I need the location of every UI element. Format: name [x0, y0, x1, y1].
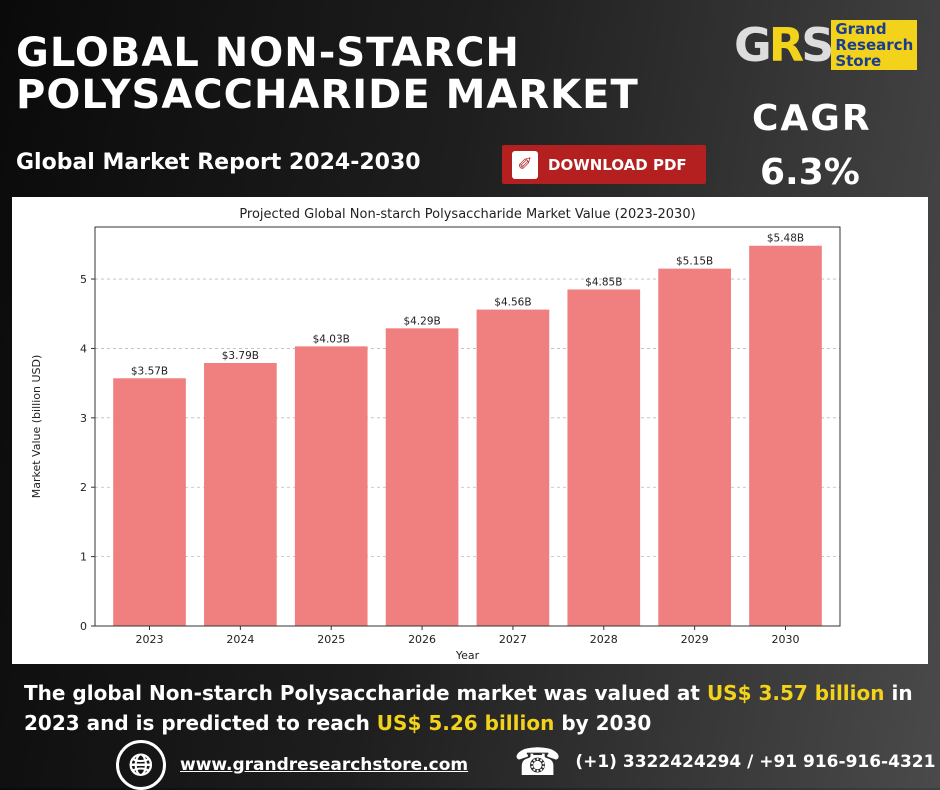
bar	[567, 289, 641, 626]
logo-text: Grand Research Store	[831, 20, 918, 70]
data-label: $4.29B	[403, 315, 440, 327]
cagr-label: CAGR	[752, 98, 872, 139]
logo-line: Research	[835, 36, 914, 54]
page-title: GLOBAL NON-STARCH POLYSACCHARIDE MARKET	[16, 32, 639, 116]
y-tick-label: 0	[80, 620, 87, 633]
y-axis-label: Market Value (billion USD)	[30, 355, 43, 499]
summary-highlight: US$ 5.26 billion	[376, 711, 555, 735]
data-label: $4.56B	[494, 297, 531, 309]
website-link[interactable]: www.grandresearchstore.com	[180, 755, 469, 775]
globe-icon: 🌐︎	[116, 740, 166, 790]
y-tick-label: 3	[80, 412, 87, 425]
phone-contact: ☎︎ (+1) 3322424294 / +91 916-916-4321	[514, 740, 935, 784]
plot-frame	[94, 226, 841, 627]
download-pdf-button[interactable]: ✐ DOWNLOAD PDF	[502, 145, 706, 184]
bar	[476, 309, 550, 626]
data-label: $3.79B	[222, 350, 259, 362]
summary-highlight: US$ 3.57 billion	[706, 681, 885, 705]
phone-icon: ☎︎	[514, 740, 562, 784]
title-line-2: POLYSACCHARIDE MARKET	[16, 72, 639, 118]
website-contact: 🌐︎ www.grandresearchstore.com	[116, 740, 468, 790]
summary-text: The global Non-starch Polysaccharide mar…	[24, 678, 924, 738]
x-tick-label: 2024	[226, 633, 254, 646]
y-tick-label: 1	[80, 551, 87, 564]
x-tick-label: 2025	[317, 633, 345, 646]
logo-mark: GRS	[734, 18, 834, 72]
data-label: $3.57B	[131, 365, 168, 377]
bar	[204, 363, 277, 626]
cagr-value: 6.3%	[760, 152, 860, 193]
phone-numbers: (+1) 3322424294 / +91 916-916-4321	[575, 752, 936, 772]
logo-line: Store	[835, 52, 882, 70]
x-axis-label: Year	[455, 649, 480, 662]
x-tick-label: 2026	[408, 633, 436, 646]
subtitle: Global Market Report 2024-2030	[16, 150, 421, 175]
data-label: $4.03B	[313, 333, 350, 345]
bar	[113, 378, 186, 626]
y-tick-label: 4	[80, 342, 87, 355]
x-tick-label: 2027	[499, 633, 527, 646]
bar-chart: 0 1 2 3 4 5 $3.57B 2023 $3.79B 2024 $4.03B 2025 $4.2…	[30, 207, 841, 662]
download-label: DOWNLOAD PDF	[548, 155, 687, 174]
bar	[385, 328, 459, 626]
bar	[294, 346, 368, 626]
chart-title: Projected Global Non-starch Polysacchari…	[239, 207, 695, 222]
summary-part: The global Non-starch Polysaccharide mar…	[24, 681, 707, 705]
data-label: $5.15B	[676, 256, 713, 268]
bar	[749, 245, 822, 626]
title-line-1: GLOBAL NON-STARCH	[16, 30, 520, 76]
logo: GRS Grand Research Store	[734, 18, 918, 72]
y-tick-label: 2	[80, 481, 87, 494]
data-label: $5.48B	[767, 233, 804, 245]
x-tick-label: 2030	[771, 633, 799, 646]
bar	[658, 268, 731, 626]
summary-part: in 2023 and is predicted to reach	[24, 681, 913, 735]
chart-container: 0 1 2 3 4 5 $3.57B 2023 $3.79B 2024 $4.03B 2025 $4.2…	[12, 197, 928, 664]
pdf-icon: ✐	[512, 150, 538, 179]
x-tick-label: 2028	[590, 633, 618, 646]
y-tick-label: 5	[80, 273, 87, 286]
summary-part: by 2030	[554, 711, 652, 735]
data-label: $4.85B	[585, 276, 622, 288]
logo-line: Grand	[835, 20, 887, 38]
x-tick-label: 2029	[681, 633, 709, 646]
x-tick-label: 2023	[136, 633, 164, 646]
